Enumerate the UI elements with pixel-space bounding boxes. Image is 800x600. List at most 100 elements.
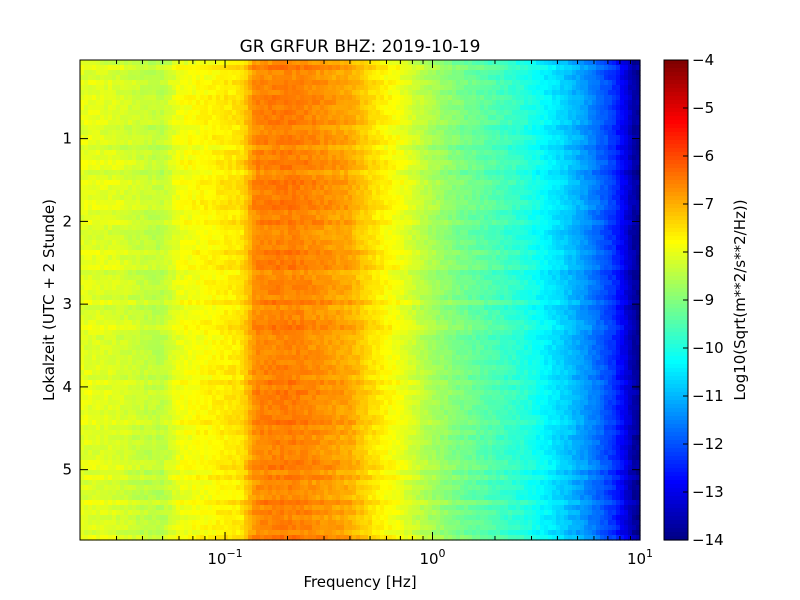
heatmap-cell	[608, 70, 613, 76]
heatmap-cell	[492, 105, 497, 111]
heatmap-cell	[192, 140, 197, 146]
heatmap-cell	[452, 120, 457, 126]
heatmap-cell	[168, 75, 173, 81]
heatmap-cell	[608, 205, 613, 211]
heatmap-cell	[460, 175, 465, 181]
heatmap-cell	[548, 60, 553, 66]
heatmap-cell	[268, 235, 273, 241]
heatmap-cell	[528, 190, 533, 196]
heatmap-cell	[172, 170, 177, 176]
heatmap-cell	[540, 85, 545, 91]
heatmap-cell	[576, 180, 581, 186]
heatmap-cell	[244, 165, 249, 171]
heatmap-cell	[608, 90, 613, 96]
heatmap-cell	[448, 175, 453, 181]
heatmap-cell	[540, 150, 545, 156]
heatmap-cell	[592, 170, 597, 176]
heatmap-cell	[492, 195, 497, 201]
heatmap-cell	[472, 155, 477, 161]
heatmap-cell	[232, 120, 237, 126]
heatmap-cell	[88, 65, 93, 71]
heatmap-cell	[160, 150, 165, 156]
heatmap-cell	[124, 170, 129, 176]
heatmap-cell	[620, 150, 625, 156]
heatmap-cell	[160, 140, 165, 146]
heatmap-cell	[572, 85, 577, 91]
heatmap-cell	[412, 80, 417, 86]
heatmap-cell	[144, 180, 149, 186]
heatmap-cell	[116, 70, 121, 76]
heatmap-cell	[452, 65, 457, 71]
heatmap-cell	[356, 210, 361, 216]
heatmap-cell	[420, 230, 425, 236]
heatmap-cell	[560, 215, 565, 221]
heatmap-cell	[236, 115, 241, 121]
heatmap-cell	[360, 150, 365, 156]
heatmap-cell	[532, 185, 537, 191]
heatmap-cell	[628, 180, 633, 186]
heatmap-cell	[292, 150, 297, 156]
heatmap-cell	[304, 220, 309, 226]
heatmap-cell	[216, 60, 221, 66]
heatmap-cell	[80, 225, 85, 231]
heatmap-cell	[96, 235, 101, 241]
heatmap-cell	[492, 95, 497, 101]
heatmap-cell	[192, 215, 197, 221]
heatmap-cell	[132, 200, 137, 206]
heatmap-cell	[440, 95, 445, 101]
heatmap-cell	[552, 95, 557, 101]
heatmap-cell	[128, 65, 133, 71]
heatmap-cell	[420, 205, 425, 211]
heatmap-cell	[204, 105, 209, 111]
heatmap-cell	[568, 130, 573, 136]
heatmap-cell	[192, 105, 197, 111]
heatmap-cell	[364, 175, 369, 181]
heatmap-cell	[636, 230, 641, 236]
heatmap-cell	[348, 65, 353, 71]
heatmap-cell	[496, 170, 501, 176]
heatmap-cell	[176, 205, 181, 211]
heatmap-cell	[376, 155, 381, 161]
heatmap-cell	[596, 185, 601, 191]
heatmap-cell	[468, 80, 473, 86]
heatmap-cell	[540, 225, 545, 231]
heatmap-cell	[340, 210, 345, 216]
heatmap-cell	[344, 135, 349, 141]
heatmap-cell	[248, 225, 253, 231]
heatmap-cell	[252, 65, 257, 71]
heatmap-cell	[292, 225, 297, 231]
heatmap-cell	[400, 145, 405, 151]
heatmap-cell	[396, 165, 401, 171]
heatmap-cell	[464, 75, 469, 81]
heatmap-cell	[552, 230, 557, 236]
heatmap-cell	[412, 215, 417, 221]
heatmap-cell	[352, 95, 357, 101]
heatmap-cell	[240, 100, 245, 106]
heatmap-cell	[236, 135, 241, 141]
heatmap-cell	[468, 75, 473, 81]
heatmap-cell	[316, 95, 321, 101]
heatmap-cell	[88, 205, 93, 211]
heatmap-cell	[232, 165, 237, 171]
heatmap-cell	[396, 145, 401, 151]
heatmap-cell	[516, 100, 521, 106]
heatmap-cell	[632, 170, 637, 176]
heatmap-cell	[236, 225, 241, 231]
heatmap-cell	[596, 225, 601, 231]
heatmap-cell	[636, 85, 641, 91]
heatmap-cell	[200, 65, 205, 71]
heatmap-cell	[496, 100, 501, 106]
heatmap-cell	[588, 210, 593, 216]
heatmap-cell	[624, 145, 629, 151]
heatmap-cell	[332, 140, 337, 146]
heatmap-cell	[200, 85, 205, 91]
heatmap-cell	[216, 220, 221, 226]
heatmap-cell	[436, 60, 441, 66]
heatmap-cell	[164, 70, 169, 76]
heatmap-cell	[300, 225, 305, 231]
heatmap-cell	[588, 90, 593, 96]
heatmap-cell	[204, 180, 209, 186]
heatmap-cell	[528, 205, 533, 211]
heatmap-cell	[396, 225, 401, 231]
heatmap-cell	[520, 155, 525, 161]
